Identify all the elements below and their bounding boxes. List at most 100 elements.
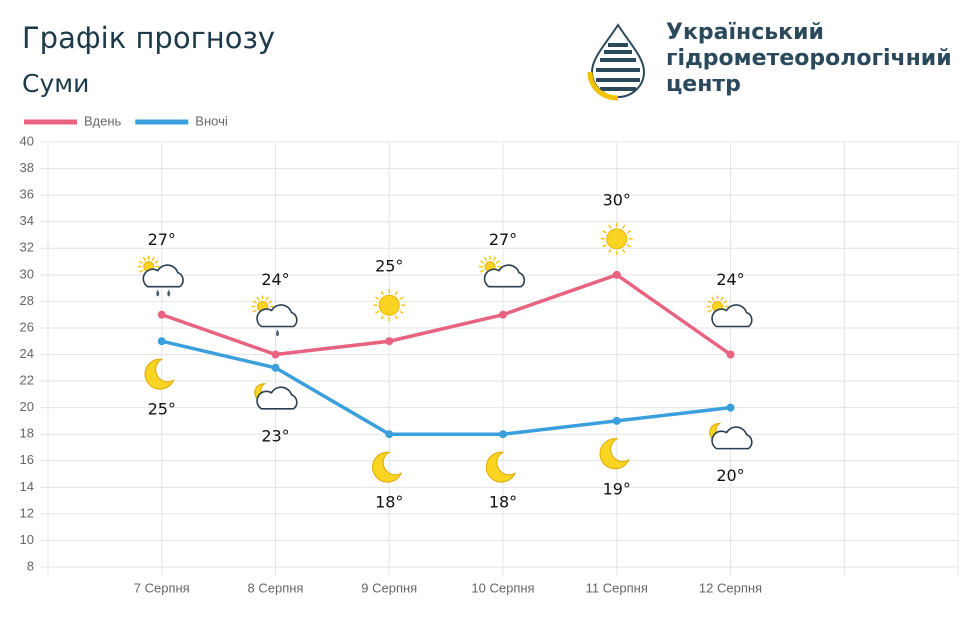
weather-icon: [479, 255, 526, 288]
y-tick-label: 28: [20, 293, 34, 308]
sun-ray: [151, 256, 155, 261]
data-point: [612, 416, 621, 425]
sun-ray: [626, 244, 631, 248]
moon: [372, 451, 403, 483]
y-tick-label: 16: [20, 452, 34, 467]
sun-ray: [380, 290, 384, 296]
weather-icon: [137, 255, 184, 297]
y-tick-label: 12: [20, 505, 34, 520]
x-tick-label: 7 Серпня: [134, 580, 190, 595]
cloud: [256, 304, 298, 328]
y-tick-label: 20: [20, 399, 34, 414]
org-name: Український: [666, 20, 824, 45]
sun-ray: [707, 300, 712, 304]
sun-ray: [265, 296, 269, 301]
y-tick-label: 18: [20, 426, 34, 441]
x-tick-label: 9 Серпня: [361, 580, 417, 595]
sun-ray: [252, 300, 257, 304]
org-name: гідрометеорологічний: [666, 46, 952, 71]
sun-ray: [394, 315, 398, 320]
value-label: 24°: [261, 270, 289, 289]
x-tick-label: 12 Серпня: [699, 580, 762, 595]
weather-icon: [709, 423, 753, 450]
sun-ray: [711, 296, 715, 301]
moon: [144, 358, 175, 390]
y-tick-label: 26: [20, 319, 34, 334]
moon: [485, 451, 517, 483]
chart-subtitle: Суми: [22, 69, 89, 98]
org-name: центр: [666, 72, 741, 97]
value-label: 25°: [148, 400, 176, 419]
sun-ray: [142, 256, 146, 261]
data-point: [271, 363, 280, 372]
sun-ray: [138, 269, 144, 273]
legend-label: Вночі: [195, 113, 228, 128]
y-tick-label: 10: [20, 532, 34, 547]
weather-icon: [254, 383, 298, 410]
data-point: [271, 350, 280, 359]
value-label: 20°: [716, 466, 744, 485]
sun-ray: [380, 315, 384, 320]
sun-ray: [626, 230, 631, 234]
x-tick-label: 10 Серпня: [471, 580, 534, 595]
rain-drop: [167, 289, 171, 297]
sun-ray: [602, 244, 607, 248]
data-point: [385, 430, 394, 439]
sun: [378, 294, 400, 316]
sun-ray: [723, 300, 728, 304]
rain-drop: [156, 289, 160, 297]
sun-ray: [622, 224, 626, 229]
cloud: [256, 386, 298, 410]
sun-ray: [394, 290, 398, 296]
value-label: 27°: [489, 230, 517, 249]
sun-ray: [622, 248, 626, 254]
value-label: 18°: [489, 493, 517, 512]
weather-icon: [251, 295, 298, 337]
value-label: 23°: [261, 426, 289, 445]
sun-ray: [608, 248, 612, 254]
y-tick-label: 32: [20, 240, 34, 255]
value-label: 24°: [716, 270, 744, 289]
x-tick-label: 11 Серпня: [586, 580, 648, 595]
data-point: [157, 310, 166, 319]
sun-ray: [399, 296, 404, 300]
legend-label: Вдень: [84, 113, 122, 128]
series-line: [161, 272, 732, 357]
value-label: 19°: [603, 479, 631, 498]
sun-ray: [256, 296, 260, 301]
sun-ray: [154, 260, 159, 264]
data-point: [499, 430, 507, 439]
weather-icon: [372, 451, 403, 483]
data-point: [726, 403, 735, 412]
sun-ray: [268, 300, 273, 304]
weather-icon: [706, 295, 753, 328]
data-point: [726, 350, 735, 359]
weather-icon: [600, 222, 633, 255]
y-tick-label: 34: [20, 213, 34, 228]
y-tick-label: 38: [20, 160, 34, 175]
chart-title: Графік прогнозу: [22, 21, 275, 55]
cloud: [142, 264, 184, 288]
cloud: [711, 304, 753, 328]
sun-ray: [483, 256, 488, 261]
sun-ray: [720, 296, 724, 301]
y-tick-label: 8: [27, 558, 34, 573]
data-point: [499, 310, 507, 319]
data-point: [385, 337, 394, 346]
cloud: [483, 264, 526, 288]
y-tick-label: 40: [20, 133, 34, 148]
value-label: 25°: [375, 257, 403, 276]
data-point: [612, 270, 621, 279]
weather-icon: [599, 438, 630, 470]
y-tick-label: 14: [20, 479, 34, 494]
rain-drop: [276, 329, 279, 337]
sun-ray: [252, 309, 257, 313]
logo: [587, 23, 646, 101]
y-tick-label: 22: [20, 373, 34, 388]
sun-ray: [707, 309, 712, 313]
y-tick-label: 36: [20, 187, 34, 202]
weather-icon: [485, 451, 517, 483]
moon: [599, 438, 630, 470]
cloud: [711, 426, 753, 450]
